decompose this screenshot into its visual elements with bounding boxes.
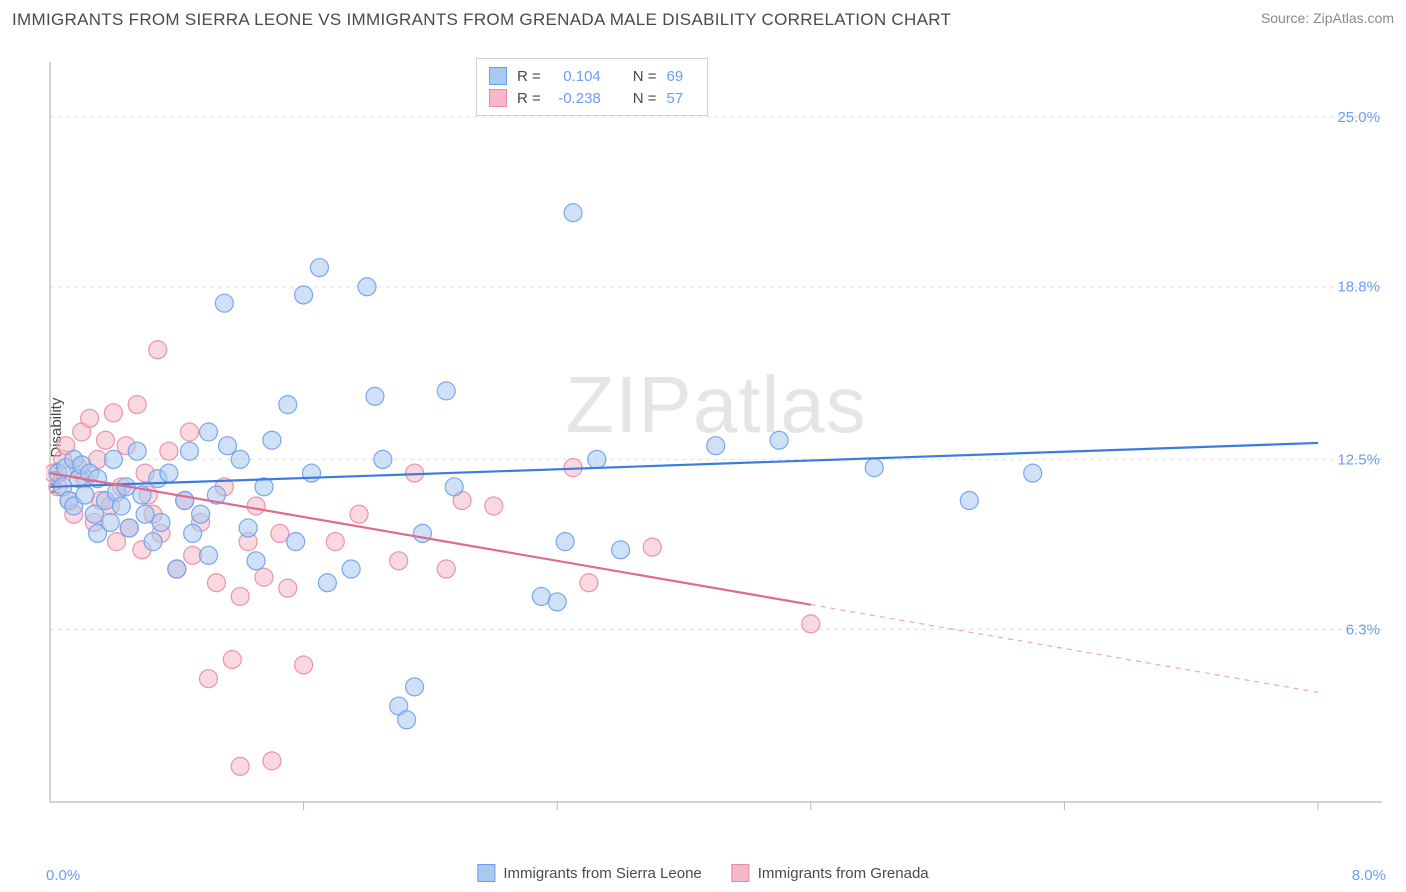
stat-r-value: -0.238 xyxy=(551,90,601,107)
svg-text:12.5%: 12.5% xyxy=(1337,451,1380,468)
stats-row: R = 0.104 N = 69 xyxy=(489,65,695,87)
stat-n-label: N = xyxy=(633,90,657,107)
stat-n-label: N = xyxy=(633,68,657,85)
legend-swatch xyxy=(489,89,507,107)
legend-item: Immigrants from Grenada xyxy=(732,864,929,882)
legend-swatch xyxy=(477,864,495,882)
stat-r-label: R = xyxy=(517,68,541,85)
svg-text:6.3%: 6.3% xyxy=(1346,621,1380,638)
legend-swatch xyxy=(732,864,750,882)
chart-source: Source: ZipAtlas.com xyxy=(1261,10,1394,26)
stat-n-value: 57 xyxy=(667,90,695,107)
scatter-plot: 6.3% 12.5% 18.8% 25.0% xyxy=(46,58,1386,828)
svg-text:18.8%: 18.8% xyxy=(1337,279,1380,296)
x-min-label: 0.0% xyxy=(46,867,80,884)
chart-area: 6.3%12.5%18.8%25.0% ZIPatlas R = 0.104 N… xyxy=(46,58,1386,828)
stat-r-value: 0.104 xyxy=(551,68,601,85)
stat-r-label: R = xyxy=(517,90,541,107)
chart-title: IMMIGRANTS FROM SIERRA LEONE VS IMMIGRAN… xyxy=(12,10,951,30)
legend-label: Immigrants from Sierra Leone xyxy=(503,865,701,882)
svg-text:25.0%: 25.0% xyxy=(1337,109,1380,126)
legend-label: Immigrants from Grenada xyxy=(758,865,929,882)
legend-swatch xyxy=(489,67,507,85)
stats-legend: R = 0.104 N = 69 R = -0.238 N = 57 xyxy=(476,58,708,116)
stat-n-value: 69 xyxy=(667,68,695,85)
bottom-legend: Immigrants from Sierra Leone Immigrants … xyxy=(477,864,928,882)
legend-item: Immigrants from Sierra Leone xyxy=(477,864,701,882)
stats-row: R = -0.238 N = 57 xyxy=(489,87,695,109)
x-max-label: 8.0% xyxy=(1352,867,1386,884)
